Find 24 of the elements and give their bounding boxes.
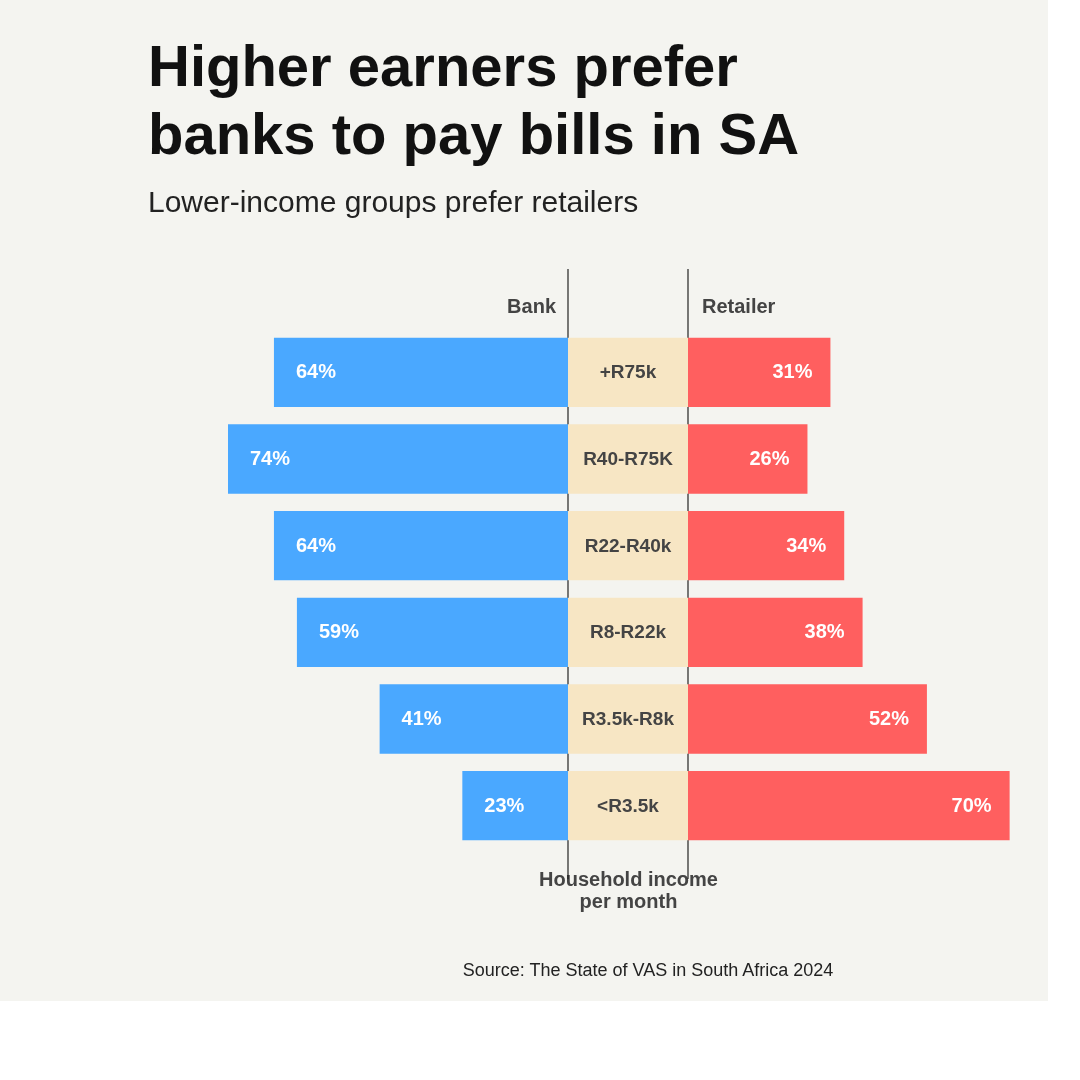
data-label: 41% bbox=[401, 707, 442, 729]
source-note: Source: The State of VAS in South Africa 2024 bbox=[462, 960, 834, 980]
data-label: 34% bbox=[786, 533, 827, 556]
y-axis-title: Household income per month bbox=[539, 867, 718, 912]
data-label: 52% bbox=[868, 707, 910, 729]
data-label: 70% bbox=[951, 793, 992, 816]
y-tick-label: R40-R75K bbox=[583, 448, 674, 469]
y-tick-label: R22-R40k bbox=[584, 534, 672, 556]
y-tick-label: R3.5k-R8k bbox=[582, 708, 675, 729]
data-label: 64% bbox=[295, 533, 337, 556]
data-label: 64% bbox=[295, 360, 337, 383]
y-tick-label: +R75k bbox=[599, 361, 657, 383]
y-tick-label: R8-R22k bbox=[589, 621, 667, 643]
chart-subtitle: Lower-income groups prefer retailers bbox=[148, 185, 639, 219]
series-label: Bank bbox=[507, 295, 557, 317]
y-tick-label: <R3.5k bbox=[597, 794, 660, 816]
series-label: Retailer bbox=[702, 295, 776, 317]
data-label: 26% bbox=[749, 447, 790, 469]
data-label: 74% bbox=[250, 447, 291, 469]
data-label: 23% bbox=[484, 793, 525, 816]
data-label: 31% bbox=[772, 360, 813, 383]
data-label: 38% bbox=[804, 620, 845, 643]
chart-title: Higher earners prefer banks to pay bills in SA bbox=[148, 33, 800, 167]
data-label: 59% bbox=[318, 620, 360, 643]
